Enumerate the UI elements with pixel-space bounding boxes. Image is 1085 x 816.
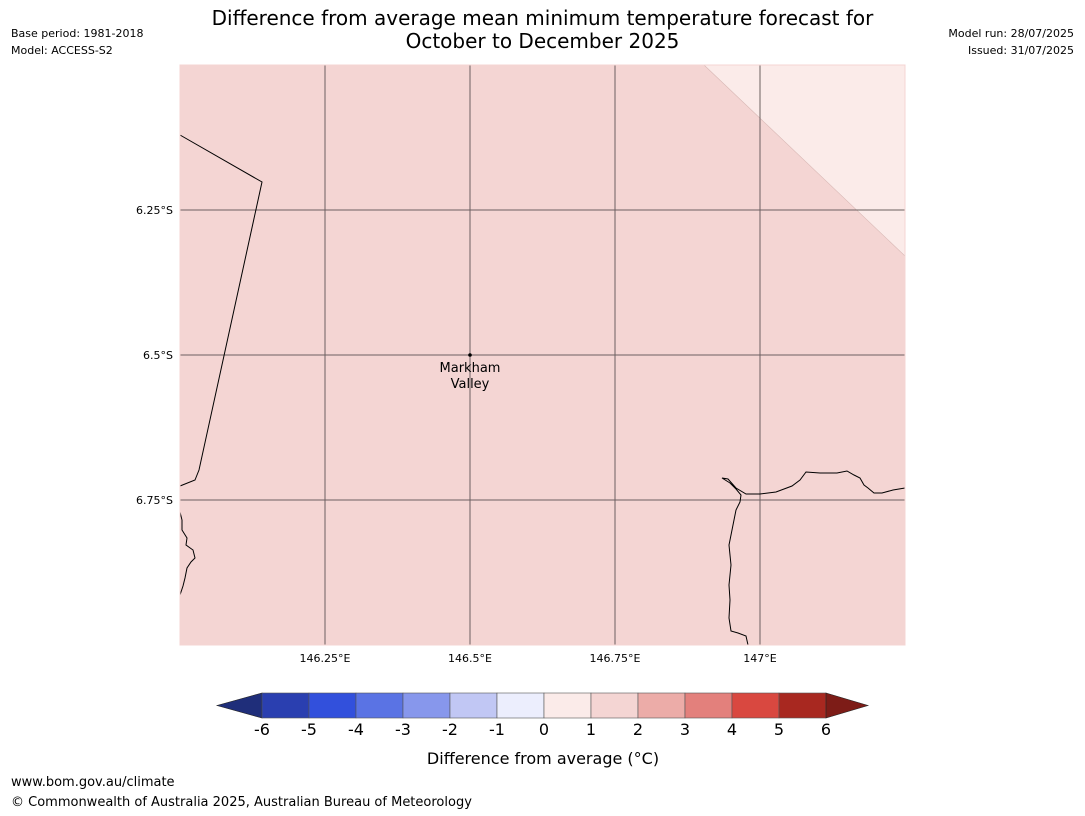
- colorbar-tick-label: -5: [301, 720, 317, 739]
- colorbar: -6 -5 -4 -3 -2 -1 0 1 2 3 4 5 6: [215, 692, 870, 739]
- base-period: Base period: 1981-2018: [11, 27, 144, 40]
- colorbar-extend-low: [215, 692, 263, 719]
- gridlines: [180, 65, 905, 645]
- colorbar-segment: [590, 692, 639, 719]
- colorbar-segment: [402, 692, 451, 719]
- colorbar-segment: [731, 692, 780, 719]
- right-coastline: [721, 470, 906, 646]
- lon-label: 146.75°E: [590, 652, 641, 665]
- lat-label: 6.5°S: [143, 349, 173, 362]
- colorbar-tick-label: -4: [348, 720, 364, 739]
- colorbar-segment: [308, 692, 357, 719]
- colorbar-tick-label: -2: [442, 720, 458, 739]
- lat-label: 6.75°S: [136, 494, 173, 507]
- copyright-notice: © Commonwealth of Australia 2025, Austra…: [11, 795, 472, 810]
- lon-label: 147°E: [743, 652, 776, 665]
- map-frame: [179, 64, 906, 646]
- colorbar-segment: [778, 692, 827, 719]
- colorbar-tick-label: 6: [821, 720, 831, 739]
- base-info: Base period: 1981-2018 Model: ACCESS-S2: [11, 25, 143, 59]
- website-url: www.bom.gov.au/climate: [11, 775, 175, 790]
- region-boundary: [703, 64, 906, 257]
- run-info: Model run: 28/07/2025 Issued: 31/07/2025: [948, 25, 1074, 59]
- colorbar-extend-high: [825, 692, 870, 719]
- left-boundary-line: [179, 134, 263, 487]
- latitude-labels: 6.25°S 6.5°S 6.75°S: [136, 204, 173, 507]
- colorbar-tick-label: 4: [727, 720, 737, 739]
- colorbar-tick-label: 1: [586, 720, 596, 739]
- model-run-date: Model run: 28/07/2025: [948, 27, 1074, 40]
- map-title: Difference from average mean minimum tem…: [180, 7, 905, 53]
- colorbar-tick-label: 3: [680, 720, 690, 739]
- title-line-1: Difference from average mean minimum tem…: [211, 6, 874, 30]
- title-line-2: October to December 2025: [405, 29, 680, 53]
- lat-label: 6.25°S: [136, 204, 173, 217]
- location-marker-dot: [468, 353, 472, 357]
- colorbar-segment: [261, 692, 310, 719]
- coastlines: [179, 134, 906, 646]
- model-name: Model: ACCESS-S2: [11, 44, 113, 57]
- colorbar-segment: [543, 692, 592, 719]
- colorbar-segment: [637, 692, 686, 719]
- colorbar-tick-label: 2: [633, 720, 643, 739]
- colorbar-tick-label: -3: [395, 720, 411, 739]
- lon-label: 146.25°E: [300, 652, 351, 665]
- issued-date: Issued: 31/07/2025: [967, 44, 1074, 57]
- location-label-line-2: Valley: [451, 377, 490, 392]
- lon-label: 146.5°E: [448, 652, 492, 665]
- longitude-labels: 146.25°E 146.5°E 146.75°E 147°E: [300, 652, 777, 665]
- colorbar-segment: [355, 692, 404, 719]
- colorbar-segment: [449, 692, 498, 719]
- left-coastline: [179, 511, 196, 596]
- colorbar-tick-label: -1: [489, 720, 505, 739]
- location-label-line-1: Markham: [440, 361, 501, 376]
- colorbar-tick-label: 0: [539, 720, 549, 739]
- colorbar-segment: [496, 692, 545, 719]
- colorbar-segment: [684, 692, 733, 719]
- colorbar-tick-label: 5: [774, 720, 784, 739]
- colorbar-label: Difference from average (°C): [427, 749, 659, 768]
- colorbar-tick-label: -6: [254, 720, 270, 739]
